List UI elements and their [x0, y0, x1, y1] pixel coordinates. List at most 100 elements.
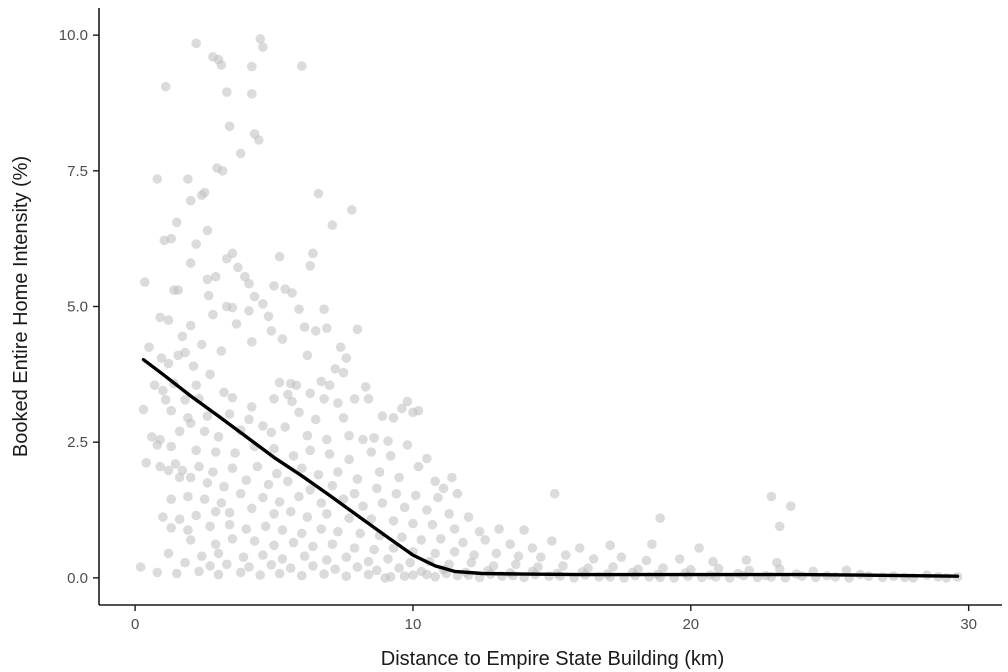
scatter-point — [363, 569, 374, 580]
scatter-point — [219, 481, 229, 492]
scatter-point — [394, 563, 404, 573]
scatter-point — [413, 461, 424, 472]
scatter-point — [205, 561, 215, 571]
scatter-point — [191, 510, 201, 521]
scatter-point — [327, 480, 338, 491]
scatter-point — [369, 433, 379, 443]
scatter-point — [199, 494, 210, 505]
scatter-point — [277, 334, 288, 344]
scatter-point — [694, 543, 704, 553]
scatter-point — [447, 472, 457, 483]
scatter-point — [333, 526, 343, 537]
scatter-point — [152, 174, 163, 184]
scatter-point — [297, 528, 307, 539]
scatter-point — [194, 566, 204, 577]
scatter-point — [383, 554, 393, 564]
scatter-point — [338, 367, 349, 378]
scatter-point — [241, 475, 252, 486]
scatter-point — [410, 490, 421, 501]
scatter-point — [227, 463, 238, 474]
scatter-point — [285, 506, 296, 517]
scatter-point — [172, 217, 182, 228]
x-tick-label: 0 — [131, 616, 139, 633]
scatter-point — [144, 342, 154, 353]
scatter-point — [372, 483, 382, 494]
scatter-point — [213, 432, 224, 442]
scatter-point — [363, 394, 374, 404]
scatter-point — [244, 306, 254, 316]
scatter-point — [310, 326, 321, 336]
scatter-point — [185, 418, 196, 429]
scatter-point — [231, 319, 242, 329]
scatter-point — [369, 544, 379, 555]
scatter-point — [308, 248, 318, 259]
scatter-point — [247, 402, 257, 412]
scatter-point — [224, 121, 235, 132]
scatter-point — [558, 561, 568, 571]
scatter-point — [399, 502, 410, 513]
scatter-point — [147, 432, 157, 442]
scatter-point — [244, 562, 254, 572]
scatter-point — [658, 563, 668, 573]
scatter-point — [277, 554, 288, 564]
scatter-point — [383, 436, 393, 446]
scatter-point — [180, 557, 190, 568]
scatter-point — [377, 498, 388, 508]
scatter-point — [244, 414, 254, 425]
scatter-point — [513, 551, 524, 561]
scatter-point — [160, 395, 171, 405]
y-axis-ticks: 0.0 2.5 5.0 7.5 10.0 — [59, 27, 99, 587]
scatter-point — [283, 476, 293, 487]
scatter-point — [141, 458, 151, 468]
scatter-point — [841, 565, 852, 576]
scatter-point — [156, 353, 167, 363]
scatter-point — [208, 309, 218, 320]
scatter-point — [324, 380, 335, 391]
scatter-point — [319, 304, 329, 315]
scatter-point — [180, 347, 190, 358]
scatter-point — [263, 479, 274, 490]
scatter-point — [774, 521, 785, 532]
scatter-point — [185, 195, 196, 206]
scatter-point — [786, 501, 796, 512]
scatter-point — [269, 281, 279, 291]
scatter-point — [152, 440, 163, 450]
scatter-point — [430, 476, 441, 487]
scatter-point — [308, 541, 318, 552]
scatter-point — [422, 505, 432, 515]
scatter-point — [210, 271, 221, 282]
scatter-point — [408, 407, 418, 418]
scatter-point — [444, 509, 454, 519]
scatter-point — [774, 564, 785, 574]
scatter-point — [258, 299, 268, 309]
scatter-point — [255, 570, 265, 580]
scatter-point — [202, 478, 213, 488]
scatter-point — [427, 519, 438, 530]
scatter-point — [158, 385, 168, 396]
scatter-point — [191, 239, 201, 249]
scatter-point — [210, 539, 221, 549]
scatter-point — [305, 261, 316, 271]
scatter-point — [319, 569, 329, 579]
scatter-point — [391, 488, 402, 499]
scatter-point — [222, 87, 232, 97]
scatter-point — [330, 564, 341, 574]
scatter-point — [430, 572, 441, 582]
scatter-point — [210, 506, 221, 517]
scatter-point — [203, 290, 214, 301]
scatter-point — [274, 497, 285, 507]
y-tick-label: 10.0 — [59, 27, 88, 44]
scatter-point — [202, 411, 213, 421]
scatter-point — [416, 535, 427, 545]
scatter-point — [547, 536, 557, 546]
scatter-point — [422, 453, 432, 464]
scatter-point — [140, 277, 150, 287]
scatter-point — [394, 472, 404, 483]
scatter-point — [288, 537, 299, 548]
scatter-point — [216, 346, 227, 356]
scatter-point — [294, 491, 304, 502]
scatter-point — [240, 271, 250, 282]
scatter-point — [347, 205, 357, 215]
scatter-point — [458, 537, 468, 548]
scatter-point — [344, 513, 354, 523]
